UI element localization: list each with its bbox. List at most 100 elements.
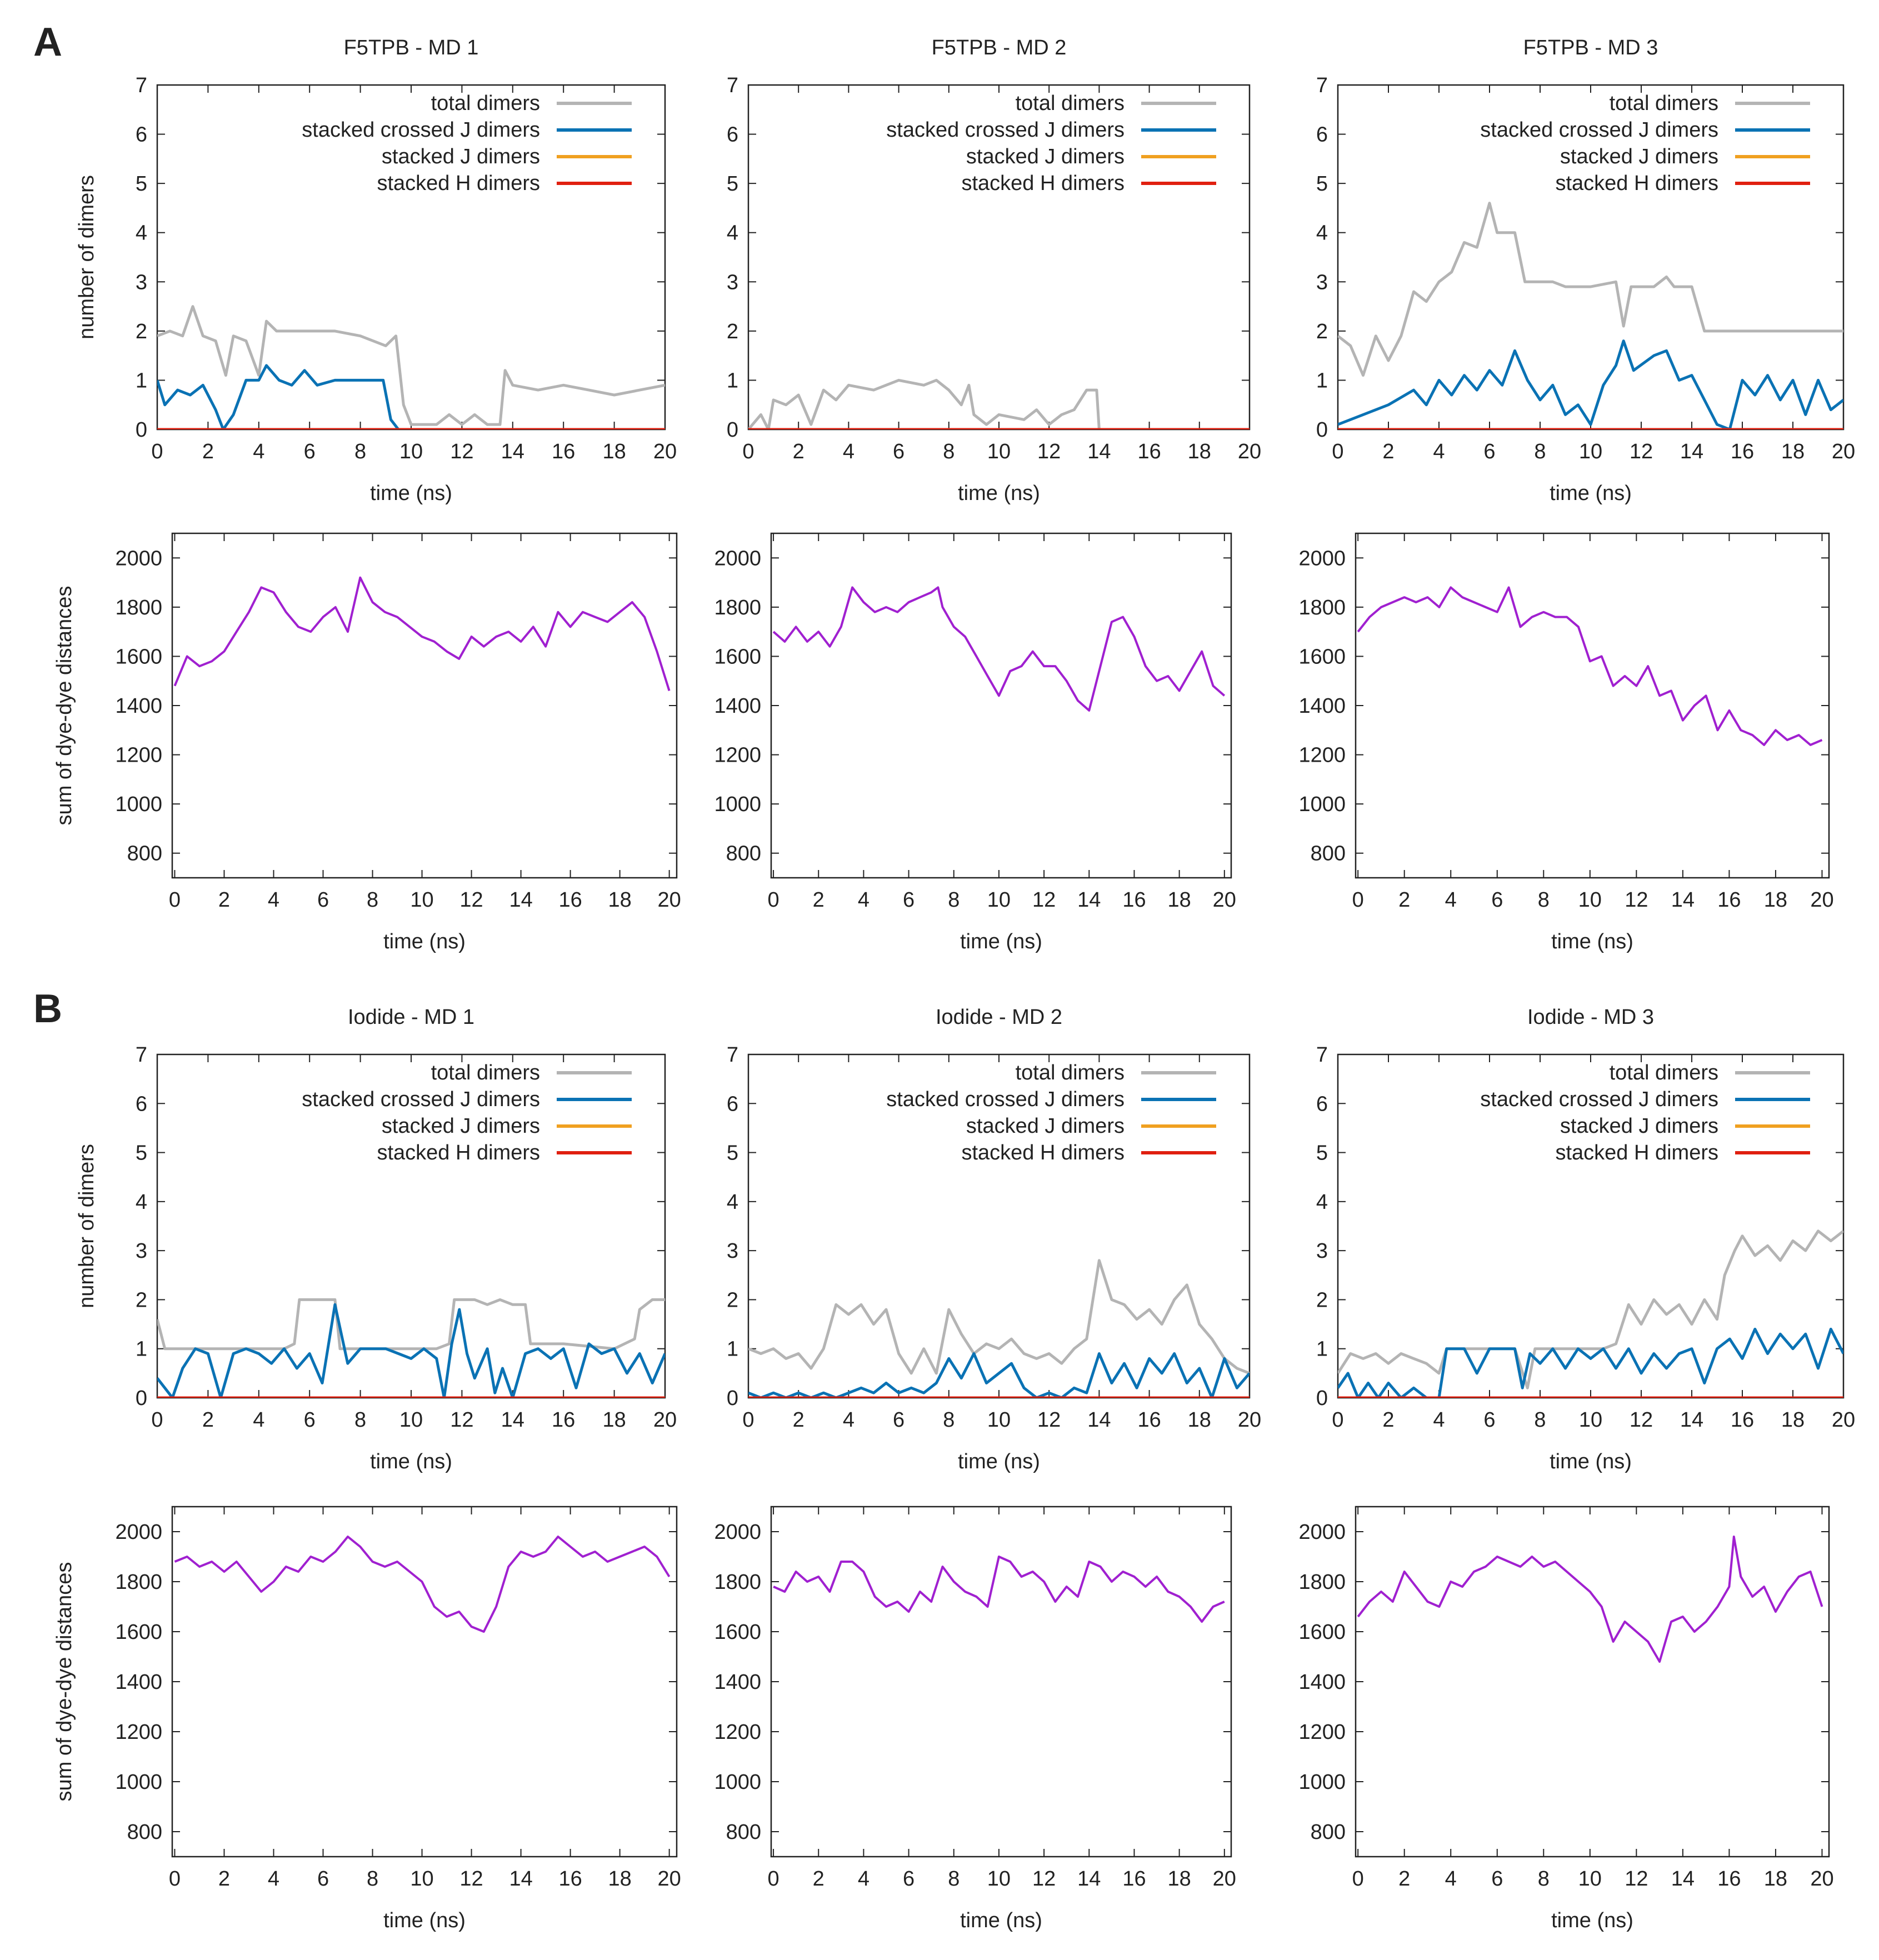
x-tick-label: 16	[552, 1408, 575, 1432]
x-tick-label: 10	[1578, 888, 1602, 912]
x-tick-label: 4	[1433, 440, 1445, 463]
x-tick-label: 20	[1832, 440, 1855, 463]
plot-area	[773, 1556, 1225, 1623]
plot-frame	[1355, 1506, 1830, 1858]
series-line-total	[748, 378, 1250, 429]
y-tick-label: 4	[727, 222, 738, 245]
x-tick-label: 4	[253, 440, 264, 463]
legend: total dimers stacked crossed J dimers stac…	[886, 92, 1216, 195]
chart-A-dimers-2: F5TPB - MD 20 2 4 6 8 10 12 14 16 18 2001234567tim…	[727, 36, 1261, 505]
x-tick-label: 10	[410, 1867, 433, 1891]
x-tick-label: 16	[558, 1867, 582, 1891]
x-axis-label: time (ns)	[1550, 1450, 1632, 1473]
x-tick-label: 14	[509, 1867, 532, 1891]
y-tick-label: 1800	[1298, 596, 1346, 619]
y-tick-label: 2	[727, 1288, 738, 1312]
legend-label-stackedH: stacked H dimers	[1555, 1141, 1718, 1164]
legend-label-stackedJ: stacked J dimers	[382, 145, 540, 168]
chart-A-dimers-3: F5TPB - MD 30 2 4 6 8 10 12 14 16 18 2001234567tim…	[1316, 36, 1855, 505]
x-axis-label: time (ns)	[960, 1909, 1042, 1932]
plot-frame	[1355, 532, 1830, 879]
x-tick-label: 20	[1213, 1867, 1236, 1891]
plot-area	[748, 1259, 1250, 1398]
y-tick-label: 1000	[714, 1771, 761, 1794]
y-tick-label: 1400	[1298, 1671, 1346, 1694]
panel-letter-a: A	[33, 20, 62, 64]
legend-label-stackedH: stacked H dimers	[377, 172, 540, 195]
x-tick-label: 0	[169, 1867, 181, 1891]
y-axis-label: sum of dye-dye distances	[53, 586, 76, 826]
legend: total dimers stacked crossed J dimers stac…	[302, 92, 632, 195]
y-tick-label: 6	[727, 123, 738, 147]
y-tick-label: 2000	[1298, 1521, 1346, 1544]
chart-A-dist-1: 0 2 4 6 8 10 12 14 16 18 20 800 1000 1200 1400 1600 1800…	[53, 532, 681, 953]
plot-frame	[171, 1506, 678, 1858]
x-tick-label: 12	[1625, 1867, 1648, 1891]
x-tick-label: 12	[1625, 888, 1648, 912]
y-tick-label: 2000	[714, 547, 761, 570]
y-tick-label: 1600	[714, 645, 761, 668]
plot-area	[157, 305, 665, 429]
y-tick-label: 7	[1316, 1043, 1328, 1067]
x-tick-label: 2	[1398, 888, 1410, 912]
legend: total dimers stacked crossed J dimers stac…	[886, 1061, 1216, 1164]
x-tick-label: 0	[742, 1408, 754, 1432]
x-tick-label: 2	[218, 888, 230, 912]
legend-label-crossed: stacked crossed J dimers	[302, 1088, 540, 1111]
y-tick-label: 1800	[115, 1571, 162, 1594]
y-tick-label: 3	[727, 271, 738, 294]
y-tick-label: 5	[136, 1142, 147, 1165]
x-tick-label: 12	[450, 1408, 473, 1432]
y-tick-label: 4	[1316, 1191, 1328, 1214]
legend-label-stackedH: stacked H dimers	[1555, 172, 1718, 195]
x-tick-label: 12	[1032, 1867, 1056, 1891]
legend-label-total: total dimers	[1610, 1061, 1718, 1084]
y-tick-label: 0	[136, 418, 147, 442]
y-tick-label: 1000	[714, 793, 761, 816]
x-tick-label: 4	[1445, 1867, 1457, 1891]
x-tick-label: 0	[151, 1408, 163, 1432]
y-tick-label: 3	[727, 1239, 738, 1263]
y-tick-label: 1600	[115, 645, 162, 668]
y-tick-label: 0	[1316, 418, 1328, 442]
y-tick-label: 2000	[115, 547, 162, 570]
x-tick-label: 8	[367, 888, 378, 912]
y-tick-label: 1800	[115, 596, 162, 619]
x-tick-label: 10	[1579, 1408, 1602, 1432]
x-tick-label: 14	[1680, 440, 1703, 463]
x-tick-label: 4	[268, 1867, 279, 1891]
legend-label-stackedH: stacked H dimers	[961, 172, 1125, 195]
series-line-crossed	[1338, 1327, 1843, 1398]
x-tick-label: 20	[658, 1867, 681, 1891]
y-tick-label: 800	[1311, 1821, 1346, 1844]
plot-area	[1357, 586, 1823, 746]
chart-title: F5TPB - MD 2	[932, 36, 1067, 59]
x-axis-label: time (ns)	[370, 1450, 452, 1473]
x-axis-label: time (ns)	[958, 482, 1040, 505]
plot-area	[1338, 202, 1843, 429]
x-tick-label: 16	[552, 440, 575, 463]
x-tick-label: 10	[987, 888, 1011, 912]
x-tick-label: 18	[602, 440, 626, 463]
x-tick-label: 2	[202, 1408, 214, 1432]
x-tick-label: 0	[1352, 888, 1364, 912]
y-tick-label: 1000	[115, 793, 162, 816]
y-tick-label: 1200	[115, 744, 162, 767]
x-tick-label: 8	[354, 1408, 366, 1432]
x-tick-label: 12	[1037, 1408, 1061, 1432]
legend-label-crossed: stacked crossed J dimers	[1480, 118, 1718, 142]
y-tick-label: 1	[1316, 1338, 1328, 1361]
series-line-crossed	[157, 1303, 665, 1398]
x-tick-label: 4	[1433, 1408, 1445, 1432]
legend-label-stackedJ: stacked J dimers	[966, 1114, 1125, 1138]
y-tick-label: 1000	[115, 1771, 162, 1794]
x-tick-label: 8	[1534, 1408, 1546, 1432]
legend-label-stackedH: stacked H dimers	[961, 1141, 1125, 1164]
x-tick-label: 6	[1483, 440, 1495, 463]
y-tick-label: 800	[1311, 842, 1346, 866]
x-tick-label: 0	[1352, 1867, 1364, 1891]
x-tick-label: 8	[1538, 888, 1550, 912]
x-tick-label: 4	[253, 1408, 264, 1432]
y-tick-label: 3	[1316, 1239, 1328, 1263]
x-tick-label: 6	[893, 1408, 904, 1432]
